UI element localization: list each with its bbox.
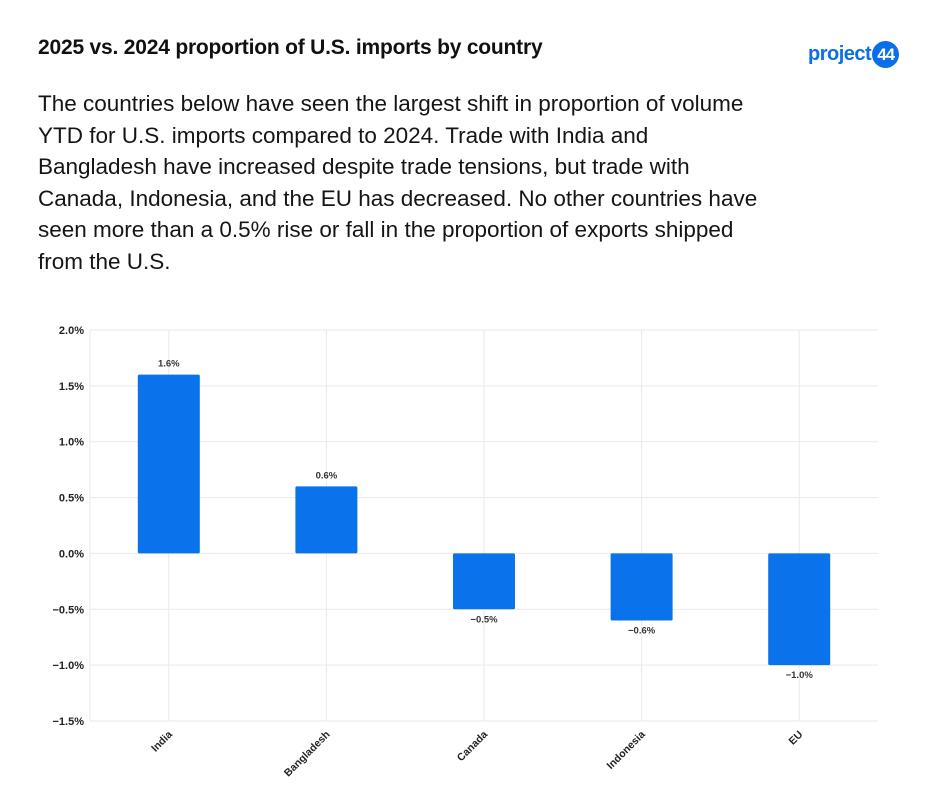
x-tick-label: India (149, 729, 175, 755)
logo-text: project (808, 42, 872, 65)
data-label: −0.5% (470, 614, 498, 625)
logo-badge: 44 (872, 40, 900, 68)
project44-logo: project 44 (808, 38, 900, 70)
x-tick-label: Canada (455, 729, 490, 764)
bar-india (137, 374, 200, 554)
y-tick-label: 1.0% (59, 437, 84, 449)
chart-description: The countries below have seen the larges… (38, 91, 758, 274)
bar-bangladesh (295, 486, 358, 554)
y-tick-label: 2.0% (59, 325, 84, 337)
bar-canada (453, 553, 515, 610)
bar-eu (768, 553, 831, 666)
y-tick-label: 0.0% (59, 548, 84, 560)
y-tick-label: 1.5% (59, 381, 84, 393)
data-label: −1.0% (786, 670, 814, 681)
data-label: −0.6% (628, 625, 656, 636)
y-tick-label: −0.5% (53, 604, 85, 616)
y-tick-label: −1.0% (53, 660, 85, 672)
x-tick-label: Bangladesh (282, 729, 333, 780)
data-label: 0.6% (316, 470, 338, 481)
y-tick-label: 0.5% (59, 493, 84, 505)
bar-indonesia (610, 553, 673, 621)
data-label: 1.6% (158, 359, 180, 370)
x-tick-label: Indonesia (605, 729, 648, 772)
x-tick-label: EU (787, 729, 806, 748)
y-tick-label: −1.5% (53, 716, 85, 728)
chart-title: 2025 vs. 2024 proportion of U.S. imports… (38, 36, 543, 59)
